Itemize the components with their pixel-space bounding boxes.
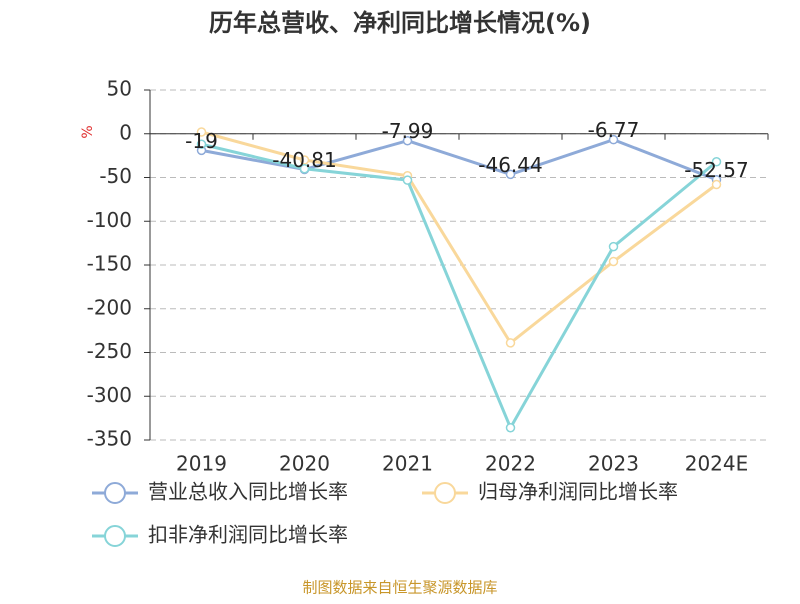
data-point	[196, 127, 207, 137]
data-label: -46.44	[478, 153, 542, 177]
x-tick-label: 2019	[176, 452, 227, 476]
data-point	[505, 169, 516, 180]
y-tick-label: -300	[87, 383, 132, 407]
y-axis-label: %	[80, 125, 96, 138]
x-tick-label: 2022	[485, 452, 536, 476]
source-note: 制图数据来自恒生聚源数据库	[302, 579, 497, 597]
x-tick-label: 2024E	[685, 452, 749, 476]
x-tick-label: 2021	[382, 452, 433, 476]
series-line	[201, 138, 718, 182]
y-tick-label: -50	[99, 164, 132, 188]
data-point	[608, 134, 619, 145]
legend-label: 营业总收入同比增长率	[148, 480, 348, 504]
data-point	[608, 256, 619, 267]
data-point	[505, 423, 516, 433]
legend-marker	[104, 482, 126, 504]
data-point	[402, 175, 413, 185]
data-label: -6.77	[588, 118, 640, 142]
data-point	[402, 135, 413, 146]
y-tick-label: 0	[119, 120, 132, 144]
data-point	[196, 139, 207, 149]
data-label: -19	[185, 129, 218, 153]
data-point	[711, 179, 722, 190]
legend-label: 扣非净利润同比增长率	[148, 523, 348, 547]
data-label: -7.99	[382, 119, 434, 143]
legend-marker	[104, 525, 126, 547]
series-line	[201, 142, 718, 432]
y-tick-label: -100	[87, 208, 132, 232]
y-tick-label: 50	[107, 77, 132, 101]
data-label: -52.57	[684, 158, 748, 182]
data-point	[711, 157, 722, 167]
y-tick-label: -150	[87, 252, 132, 276]
data-point	[505, 338, 516, 348]
x-tick-label: 2023	[588, 452, 639, 476]
chart-title: 历年总营收、净利同比增长情况(%)	[209, 9, 591, 37]
data-point	[608, 241, 619, 252]
data-label: -40.81	[272, 148, 336, 172]
data-point	[299, 164, 310, 174]
y-tick-label: -350	[87, 427, 132, 451]
legend-label: 归母净利润同比增长率	[478, 480, 678, 504]
y-tick-label: -250	[87, 339, 132, 363]
legend-marker	[434, 482, 456, 504]
y-tick-label: -200	[87, 295, 132, 319]
x-tick-label: 2020	[279, 452, 330, 476]
series-line	[201, 130, 718, 346]
